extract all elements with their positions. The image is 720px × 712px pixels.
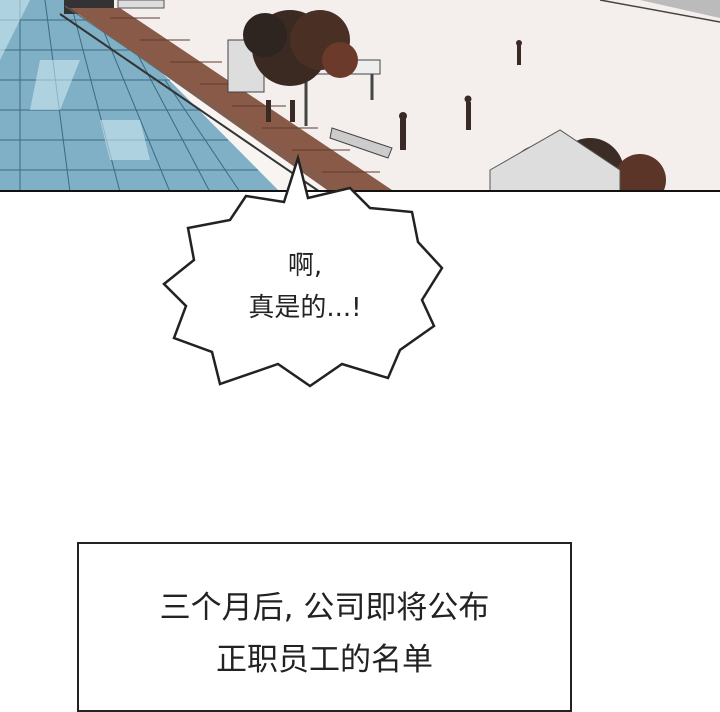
rooftop-illustration-panel xyxy=(0,0,720,192)
caption-text: 三个月后, 公司即将公布 正职员工的名单 xyxy=(79,582,570,686)
bubble-text: 啊, 真是的...! xyxy=(160,245,450,329)
speech-bubble: 啊, 真是的...! xyxy=(160,150,450,390)
caption-line-2: 正职员工的名单 xyxy=(216,642,433,678)
narration-caption-box: 三个月后, 公司即将公布 正职员工的名单 xyxy=(77,542,572,712)
caption-line-1: 三个月后, 公司即将公布 xyxy=(159,590,490,626)
bubble-line-2: 真是的...! xyxy=(248,293,362,323)
spiky-bubble-icon xyxy=(162,153,444,388)
panel-border xyxy=(0,190,720,192)
rooftop-scene-icon xyxy=(0,0,720,192)
bubble-line-1: 啊, xyxy=(287,251,323,281)
